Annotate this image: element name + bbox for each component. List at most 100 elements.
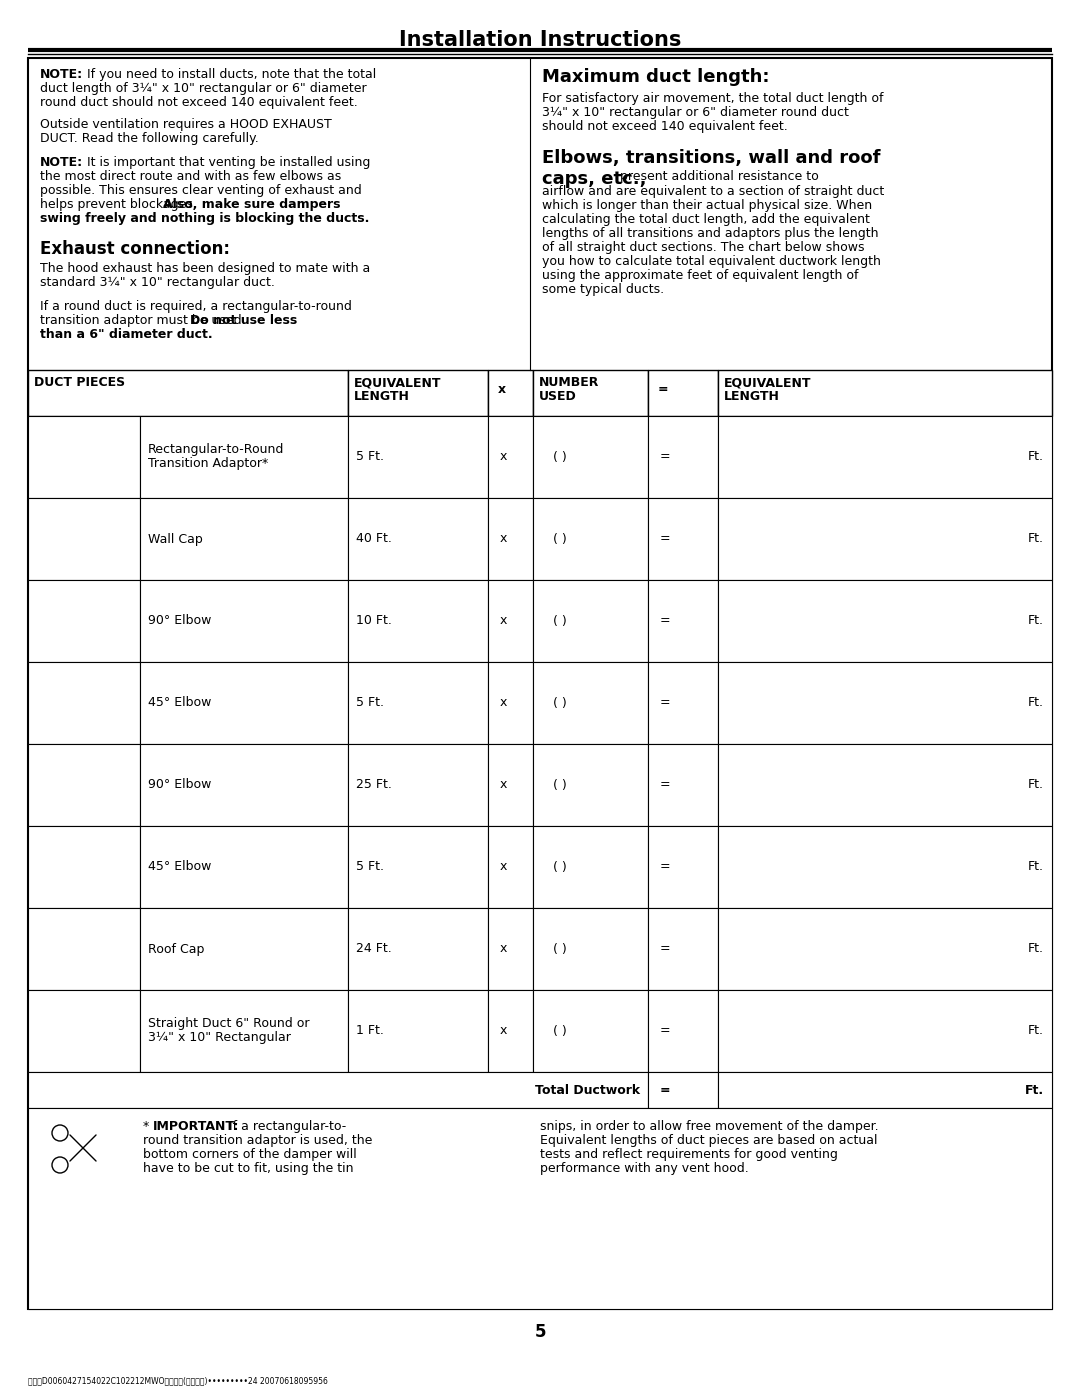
Text: =: = bbox=[660, 861, 671, 873]
Text: the most direct route and with as few elbows as: the most direct route and with as few el… bbox=[40, 170, 341, 183]
Bar bbox=[28, 990, 140, 1071]
Text: lengths of all transitions and adaptors plus the length: lengths of all transitions and adaptors … bbox=[542, 226, 878, 240]
Text: Maximum duct length:: Maximum duct length: bbox=[542, 68, 769, 87]
Text: duct length of 3¼" x 10" rectangular or 6" diameter: duct length of 3¼" x 10" rectangular or … bbox=[40, 82, 366, 95]
Text: USED: USED bbox=[539, 390, 577, 402]
Bar bbox=[140, 580, 348, 662]
Text: EQUIVALENT: EQUIVALENT bbox=[724, 376, 811, 388]
Text: x: x bbox=[500, 532, 508, 545]
Bar bbox=[28, 662, 140, 745]
Bar bbox=[534, 662, 648, 745]
Bar bbox=[140, 745, 348, 826]
Bar bbox=[488, 908, 534, 990]
Bar bbox=[140, 826, 348, 908]
Text: possible. This ensures clear venting of exhaust and: possible. This ensures clear venting of … bbox=[40, 184, 362, 197]
Bar bbox=[534, 370, 648, 416]
Text: It is important that venting be installed using: It is important that venting be installe… bbox=[83, 156, 370, 169]
Text: Also, make sure dampers: Also, make sure dampers bbox=[163, 198, 340, 211]
Bar bbox=[28, 59, 1052, 1309]
Bar bbox=[348, 990, 488, 1071]
Bar bbox=[648, 826, 718, 908]
Text: If a rectangular-to-: If a rectangular-to- bbox=[225, 1120, 347, 1133]
Bar bbox=[28, 745, 140, 826]
Text: 45° Elbow: 45° Elbow bbox=[148, 697, 212, 710]
Bar bbox=[28, 497, 140, 580]
Text: Ft.: Ft. bbox=[1025, 1084, 1044, 1097]
Bar bbox=[648, 580, 718, 662]
Text: =: = bbox=[660, 1084, 671, 1097]
Text: of all straight duct sections. The chart below shows: of all straight duct sections. The chart… bbox=[542, 242, 864, 254]
Text: =: = bbox=[658, 383, 669, 395]
Text: Ft.: Ft. bbox=[1028, 1024, 1044, 1038]
Text: snips, in order to allow free movement of the damper.: snips, in order to allow free movement o… bbox=[540, 1120, 879, 1133]
Text: you how to calculate total equivalent ductwork length: you how to calculate total equivalent du… bbox=[542, 256, 881, 268]
Bar bbox=[488, 370, 534, 416]
Text: Outside ventilation requires a HOOD EXHAUST: Outside ventilation requires a HOOD EXHA… bbox=[40, 117, 332, 131]
Text: x: x bbox=[500, 778, 508, 792]
Text: Ft.: Ft. bbox=[1028, 615, 1044, 627]
Text: x: x bbox=[500, 697, 508, 710]
Text: should not exceed 140 equivalent feet.: should not exceed 140 equivalent feet. bbox=[542, 120, 787, 133]
Bar bbox=[28, 416, 140, 497]
Text: 24 Ft.: 24 Ft. bbox=[356, 943, 392, 956]
Text: swing freely and nothing is blocking the ducts.: swing freely and nothing is blocking the… bbox=[40, 212, 369, 225]
Bar bbox=[648, 497, 718, 580]
Text: =: = bbox=[660, 1024, 671, 1038]
Bar bbox=[488, 745, 534, 826]
Bar bbox=[648, 990, 718, 1071]
Bar bbox=[140, 662, 348, 745]
Text: NUMBER: NUMBER bbox=[539, 376, 599, 388]
Bar bbox=[28, 908, 140, 990]
Text: some typical ducts.: some typical ducts. bbox=[542, 284, 664, 296]
Bar bbox=[718, 662, 1052, 745]
Text: Equivalent lengths of duct pieces are based on actual: Equivalent lengths of duct pieces are ba… bbox=[540, 1134, 877, 1147]
Text: NOTE:: NOTE: bbox=[40, 68, 83, 81]
Text: 45° Elbow: 45° Elbow bbox=[148, 861, 212, 873]
Bar bbox=[648, 1071, 718, 1108]
Bar bbox=[348, 416, 488, 497]
Text: x: x bbox=[500, 615, 508, 627]
Bar bbox=[648, 416, 718, 497]
Text: 25 Ft.: 25 Ft. bbox=[356, 778, 392, 792]
Text: x: x bbox=[500, 1024, 508, 1038]
Bar bbox=[718, 497, 1052, 580]
Text: NOTE:: NOTE: bbox=[40, 156, 83, 169]
Text: Elbows, transitions, wall and roof: Elbows, transitions, wall and roof bbox=[542, 149, 880, 168]
Bar bbox=[140, 990, 348, 1071]
Text: 5 Ft.: 5 Ft. bbox=[356, 697, 384, 710]
Text: For satisfactory air movement, the total duct length of: For satisfactory air movement, the total… bbox=[542, 92, 883, 105]
Text: ( ): ( ) bbox=[553, 861, 567, 873]
Text: =: = bbox=[660, 615, 671, 627]
Text: helps prevent blockages.: helps prevent blockages. bbox=[40, 198, 201, 211]
Text: Ft.: Ft. bbox=[1028, 778, 1044, 792]
Text: 3¼" x 10" Rectangular: 3¼" x 10" Rectangular bbox=[148, 1031, 291, 1045]
Text: The hood exhaust has been designed to mate with a: The hood exhaust has been designed to ma… bbox=[40, 263, 370, 275]
Text: 5 Ft.: 5 Ft. bbox=[356, 861, 384, 873]
Text: Exhaust connection:: Exhaust connection: bbox=[40, 240, 230, 258]
Bar bbox=[488, 990, 534, 1071]
Text: ( ): ( ) bbox=[553, 615, 567, 627]
Text: x: x bbox=[500, 861, 508, 873]
Text: round transition adaptor is used, the: round transition adaptor is used, the bbox=[143, 1134, 373, 1147]
Text: ( ): ( ) bbox=[553, 943, 567, 956]
Bar bbox=[534, 826, 648, 908]
Text: LENGTH: LENGTH bbox=[724, 390, 780, 402]
Text: caps, etc.,: caps, etc., bbox=[542, 170, 647, 189]
Bar bbox=[140, 908, 348, 990]
Bar bbox=[534, 990, 648, 1071]
Text: 90° Elbow: 90° Elbow bbox=[148, 778, 212, 792]
Text: transition adaptor must be used.: transition adaptor must be used. bbox=[40, 314, 249, 327]
Bar bbox=[488, 580, 534, 662]
Bar bbox=[488, 662, 534, 745]
Bar bbox=[28, 1071, 648, 1108]
Text: 90° Elbow: 90° Elbow bbox=[148, 615, 212, 627]
Text: Ft.: Ft. bbox=[1028, 532, 1044, 545]
Bar bbox=[534, 416, 648, 497]
Bar bbox=[348, 826, 488, 908]
Text: 40 Ft.: 40 Ft. bbox=[356, 532, 392, 545]
Text: 3¼" x 10" rectangular or 6" diameter round duct: 3¼" x 10" rectangular or 6" diameter rou… bbox=[542, 106, 849, 119]
Bar bbox=[348, 662, 488, 745]
Bar bbox=[488, 497, 534, 580]
Text: x: x bbox=[500, 450, 508, 464]
Text: present additional resistance to: present additional resistance to bbox=[616, 170, 819, 183]
